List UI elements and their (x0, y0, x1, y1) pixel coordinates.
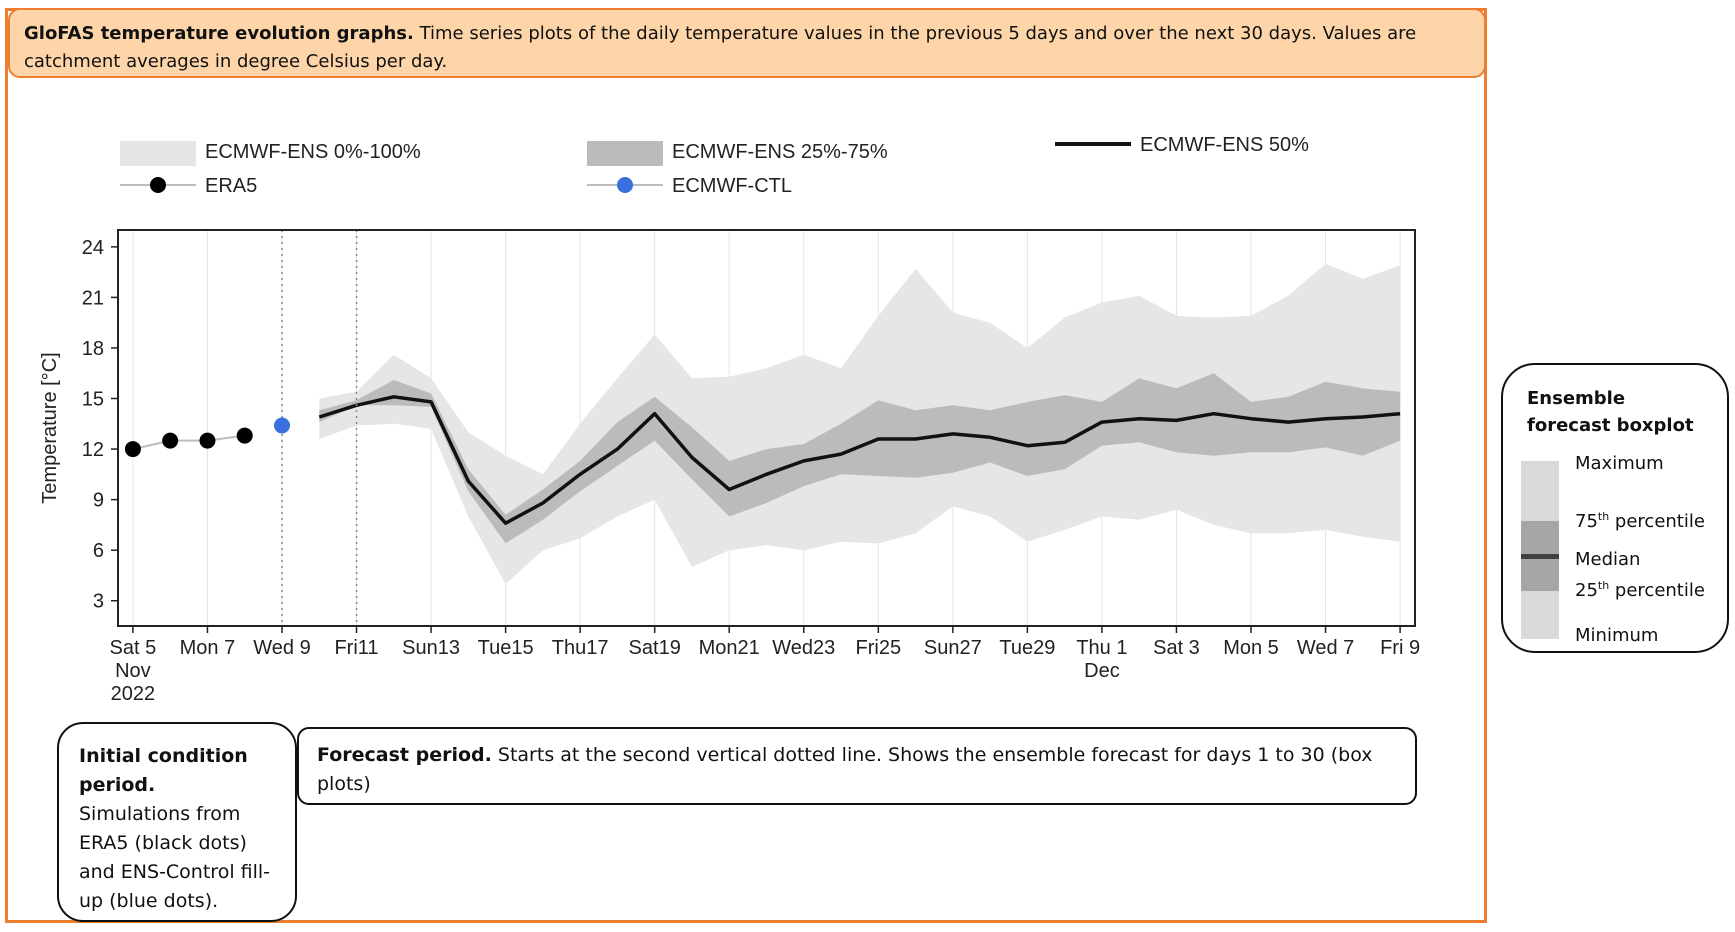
x-tick-label: Mon 7 (180, 637, 236, 659)
boxplot-label-median: Median (1575, 549, 1641, 570)
y-tick-label: 12 (82, 439, 104, 461)
legend-label-median: ECMWF-ENS 50% (1140, 134, 1309, 156)
era5-line (132, 434, 245, 451)
legend-swatch-iqr (587, 141, 663, 166)
forecast-title: Forecast period. (317, 744, 492, 766)
x-tick-year-label: 2022 (111, 683, 156, 705)
x-tick-label: Fri11 (334, 637, 378, 659)
y-tick-label: 15 (82, 389, 104, 411)
chart-legend: ECMWF-ENS 0%-100% ECMWF-ENS 25%-75% ECMW… (120, 134, 1309, 197)
x-tick-label: Wed23 (772, 637, 835, 659)
plot-area (124, 230, 1401, 626)
legend-label-iqr: ECMWF-ENS 25%-75% (672, 141, 888, 163)
x-tick-label: Sat19 (629, 637, 681, 659)
boxplot-label-maximum: Maximum (1575, 453, 1664, 474)
boxplot-label-p25: 25th percentile (1575, 579, 1705, 601)
x-tick-sublabel: Nov (115, 660, 151, 682)
initial-text: Simulations from ERA5 (black dots) and E… (79, 803, 271, 912)
band-interquartile (319, 373, 1401, 544)
figure-caption: GloFAS temperature evolution graphs. Tim… (8, 8, 1486, 78)
x-tick-label: Fri 9 (1380, 637, 1420, 659)
plot-border (117, 229, 1416, 627)
x-tick-sublabel: Dec (1084, 660, 1120, 682)
era5-point (199, 432, 216, 449)
y-axis-label: Temperature [°C] (39, 352, 61, 503)
y-tick-label: 18 (82, 338, 104, 360)
y-axis: 3 6 9 12 15 18 21 24 (82, 237, 118, 613)
caption-text: Time series plots of the daily temperatu… (24, 23, 1417, 72)
x-tick-label: Tue29 (999, 637, 1055, 659)
legend-marker-era5 (150, 177, 166, 193)
boxplot-median-line (1521, 554, 1559, 559)
legend-marker-ctl (617, 177, 633, 193)
x-tick-label: Sun27 (924, 637, 982, 659)
boxplot-label-p75: 75th percentile (1575, 510, 1705, 532)
x-tick-label: Sun13 (402, 637, 460, 659)
median-line (318, 395, 1401, 525)
forecast-period-callout: Forecast period. Starts at the second ve… (297, 727, 1417, 805)
boxplot-label-minimum: Minimum (1575, 625, 1659, 646)
legend-label-full-range: ECMWF-ENS 0%-100% (205, 141, 421, 163)
x-tick-label: Mon21 (699, 637, 760, 659)
legend-label-era5: ERA5 (205, 175, 257, 197)
era5-point (236, 427, 253, 444)
x-tick-label: Thu17 (552, 637, 609, 659)
ctl-point (273, 417, 290, 434)
x-tick-label: Thu 1 (1076, 637, 1127, 659)
y-tick-label: 21 (82, 287, 104, 309)
boxplot-legend: Ensemble forecast boxplot Maximum 75th p… (1501, 363, 1729, 653)
x-tick-label: Wed 9 (253, 637, 310, 659)
initial-title: Initial condition period. (79, 745, 248, 796)
x-tick-label: Sat 3 (1153, 637, 1200, 659)
era5-point (124, 441, 141, 458)
caption-title: GloFAS temperature evolution graphs. (24, 23, 414, 44)
boxplot-legend-title: Ensemble forecast boxplot (1527, 388, 1694, 436)
x-tick-label: Mon 5 (1223, 637, 1279, 659)
x-tick-label: Sat 5 (110, 637, 157, 659)
legend-swatch-full-range (120, 141, 196, 166)
forecast-text: Starts at the second vertical dotted lin… (317, 744, 1373, 795)
x-tick-label: Wed 7 (1297, 637, 1354, 659)
x-tick-label: Fri25 (856, 637, 902, 659)
x-tick-label: Tue15 (478, 637, 534, 659)
y-tick-label: 24 (82, 237, 104, 259)
initial-condition-callout: Initial condition period. Simulations fro… (57, 722, 297, 922)
y-tick-label: 3 (93, 591, 104, 613)
y-tick-label: 6 (93, 540, 104, 562)
y-tick-label: 9 (93, 490, 104, 512)
era5-point (162, 432, 179, 449)
legend-label-ctl: ECMWF-CTL (672, 175, 792, 197)
